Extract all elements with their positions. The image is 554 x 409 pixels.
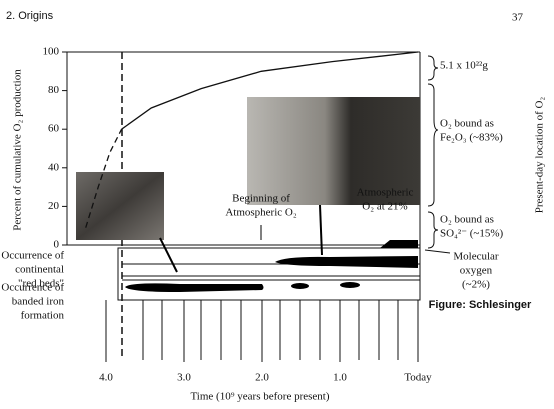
y-tick-label: 80: [48, 84, 60, 96]
y-axis-label: Percent of cumulative O₂ production: [12, 69, 24, 231]
y-tick-label: 20: [48, 200, 60, 212]
annotation: formation: [21, 310, 65, 322]
photo: [76, 172, 164, 240]
y-tick-label: 100: [43, 46, 60, 58]
annotation: O₂ bound as: [440, 118, 494, 130]
x-tick-label: Today: [404, 372, 432, 384]
annotation: (~2%): [462, 279, 490, 291]
y-tick-label: 40: [48, 161, 60, 173]
annotation: Fe₂O₃ (~83%): [440, 132, 503, 144]
annotation: Atmospheric: [357, 187, 414, 199]
figure: 2. Origins 37 Figure: Schlesinger Percen…: [0, 0, 554, 409]
minor-ticks: [143, 300, 398, 360]
annotation: SO₄²⁻ (~15%): [440, 228, 504, 240]
annotation: continental: [15, 264, 64, 276]
section: 2. Origins: [6, 10, 54, 22]
x-axis-label: Time (10⁹ years before present): [190, 391, 329, 403]
x-tick-label: 3.0: [177, 372, 191, 384]
annotation: O₂ bound as: [440, 214, 494, 226]
x-tick-label: 4.0: [99, 372, 113, 384]
annotation: oxygen: [460, 265, 493, 277]
y-tick-label: 60: [48, 123, 60, 135]
annotation: banded iron: [12, 296, 65, 308]
annotation: Occurrence of: [1, 250, 64, 262]
annotation: 5.1 x 10²²g: [440, 60, 488, 72]
annotation: Atmospheric O₂: [225, 207, 297, 219]
y2-axis-label: Present-day location of O₂: [534, 97, 546, 214]
annotation: Beginning of: [232, 193, 290, 205]
annotation: O₂ at 21%: [362, 201, 407, 213]
credit: Figure: Schlesinger: [429, 299, 532, 311]
annotation: Molecular: [453, 251, 499, 263]
x-tick-label: 2.0: [255, 372, 269, 384]
page-number: 37: [512, 12, 524, 24]
x-tick-label: 1.0: [333, 372, 347, 384]
annotation: Occurrence of: [1, 282, 64, 294]
